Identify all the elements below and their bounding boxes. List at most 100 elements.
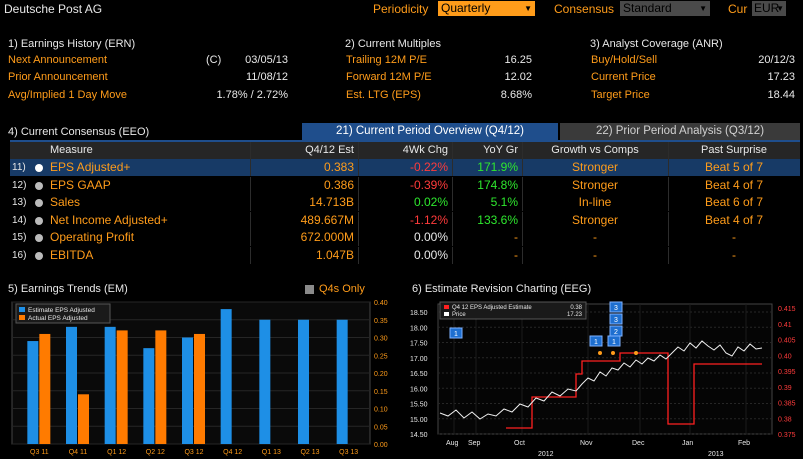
table-row[interactable]: 14) Net Income Adjusted+ 489.667M -1.12% 133… [10, 211, 800, 229]
row-number: 11) [12, 162, 26, 173]
current-consensus-title[interactable]: 4) Current Consensus (EEO) [8, 126, 150, 138]
legend-swatch [19, 315, 25, 320]
col-growth-comps[interactable]: Growth vs Comps [551, 144, 639, 156]
column-divider [358, 194, 359, 211]
current-multiples-title[interactable]: 2) Current Multiples [345, 38, 441, 50]
bar-estimate [104, 326, 116, 444]
radio-icon[interactable] [35, 164, 43, 172]
growth-vs-comps: Stronger [571, 160, 619, 174]
bar-actual [155, 330, 167, 444]
currency-select[interactable]: EUR ▼ [752, 1, 786, 16]
yoy-growth: 174.8% [477, 177, 518, 192]
yoy-growth: - [514, 230, 518, 244]
col-measure[interactable]: Measure [50, 144, 93, 156]
column-divider [522, 194, 523, 211]
col-yoy[interactable]: YoY Gr [483, 144, 518, 156]
trailing-pe-value: 16.25 [504, 54, 532, 66]
q4s-only-label[interactable]: Q4s Only [319, 283, 365, 295]
legend-box [439, 301, 587, 320]
bar-estimate [259, 319, 271, 444]
radio-icon[interactable] [35, 181, 43, 190]
q4s-only-checkbox[interactable] [305, 285, 314, 294]
table-row[interactable]: 12) EPS GAAP 0.386 -0.39% 174.8% Stronger Beat… [10, 176, 800, 194]
right-tick-label: 0.415 [778, 306, 796, 313]
y-tick-label: 0.20 [374, 371, 388, 378]
security-name: Deutsche Post AG [4, 2, 103, 16]
next-announcement-label: Next Announcement [8, 54, 108, 66]
estimate-revision-title[interactable]: 6) Estimate Revision Charting (EEG) [412, 283, 592, 295]
table-row[interactable]: 11) EPS Adjusted+ 0.383 -0.22% 171.9% Stronge… [10, 159, 800, 176]
left-tick-label: 18.00 [410, 325, 428, 332]
consensus-select[interactable]: Standard ▼ [620, 1, 710, 16]
right-tick-label: 0.39 [778, 385, 792, 392]
column-divider [668, 159, 669, 176]
column-divider [668, 176, 669, 194]
measure-name[interactable]: EPS GAAP [50, 177, 111, 192]
price-line [439, 340, 763, 420]
measure-name[interactable]: Sales [50, 195, 81, 209]
row-number: 14) [12, 214, 27, 226]
tab-current-period[interactable]: 21) Current Period Overview (Q4/12) [302, 123, 558, 140]
estimate-value: 0.386 [323, 177, 354, 192]
col-est[interactable]: Q4/12 Est [305, 144, 354, 156]
x-tick-label: Q3 13 [339, 449, 358, 456]
left-tick-label: 14.50 [410, 432, 428, 439]
bar-estimate [182, 337, 193, 444]
revision-marker [589, 335, 603, 347]
estimate-value: 1.047B [315, 247, 354, 262]
x-tick-label: Q4 11 [69, 449, 88, 456]
measure-name[interactable]: Operating Profit [50, 230, 135, 244]
measure-name[interactable]: Net Income Adjusted+ [50, 212, 168, 227]
bar-estimate [143, 348, 155, 444]
column-divider [668, 142, 669, 159]
estimate-point [598, 351, 602, 355]
tab-prior-period[interactable]: 22) Prior Period Analysis (Q3/12) [560, 123, 800, 140]
column-divider [668, 246, 669, 264]
table-row[interactable]: 13) Sales 14.713B 0.02% 5.1% In-line Beat 6 of… [10, 194, 800, 211]
col-4wk-chg[interactable]: 4Wk Chg [402, 144, 448, 156]
y-tick-label: 0.30 [374, 336, 388, 343]
analyst-coverage-title[interactable]: 3) Analyst Coverage (ANR) [590, 38, 723, 50]
ltg-value: 8.68% [500, 89, 532, 101]
earnings-trends-title[interactable]: 5) Earnings Trends (EM) [8, 283, 128, 295]
column-divider [522, 176, 523, 194]
table-row[interactable]: 15) Operating Profit 672.000M 0.00% - - - [10, 229, 800, 246]
table-row[interactable]: 16) EBITDA 1.047B 0.00% - - - [10, 246, 800, 264]
yoy-growth: - [514, 247, 518, 262]
x-tick-label: Q3 12 [184, 449, 203, 456]
target-price-value: 18.44 [767, 89, 795, 101]
estimate-point [634, 351, 638, 355]
column-divider [358, 176, 359, 194]
column-divider [452, 194, 453, 211]
yoy-growth: 133.6% [477, 212, 518, 227]
x-year-label: 2012 [538, 451, 554, 458]
revision-marker [609, 301, 623, 313]
currency-value: EUR [754, 1, 780, 15]
legend-label: Price [452, 312, 466, 318]
column-divider [250, 211, 251, 229]
right-tick-label: 0.375 [778, 432, 796, 439]
column-divider [522, 159, 523, 176]
consensus-label: Consensus [554, 2, 615, 16]
column-divider [358, 211, 359, 229]
periodicity-select[interactable]: Quarterly ▼ [438, 1, 535, 16]
revision-marker-label: 3 [614, 305, 618, 312]
four-week-change: -1.12% [409, 212, 448, 227]
measure-name[interactable]: EPS Adjusted+ [50, 160, 131, 174]
column-divider [250, 176, 251, 194]
radio-icon[interactable] [35, 251, 43, 260]
col-past-surprise[interactable]: Past Surprise [700, 144, 768, 156]
radio-icon[interactable] [35, 216, 43, 225]
next-announcement-value: 03/05/13 [245, 54, 288, 66]
column-divider [668, 229, 669, 246]
radio-icon[interactable] [35, 199, 43, 207]
growth-vs-comps: - [593, 230, 597, 244]
revision-marker-label: 2 [614, 329, 618, 336]
radio-icon[interactable] [35, 234, 43, 242]
column-divider [358, 159, 359, 176]
earnings-history-title[interactable]: 1) Earnings History (ERN) [8, 38, 136, 50]
measure-name[interactable]: EBITDA [50, 247, 94, 262]
bar-actual [116, 330, 128, 444]
x-tick-label: Aug [446, 440, 459, 447]
bar-estimate [220, 309, 232, 444]
